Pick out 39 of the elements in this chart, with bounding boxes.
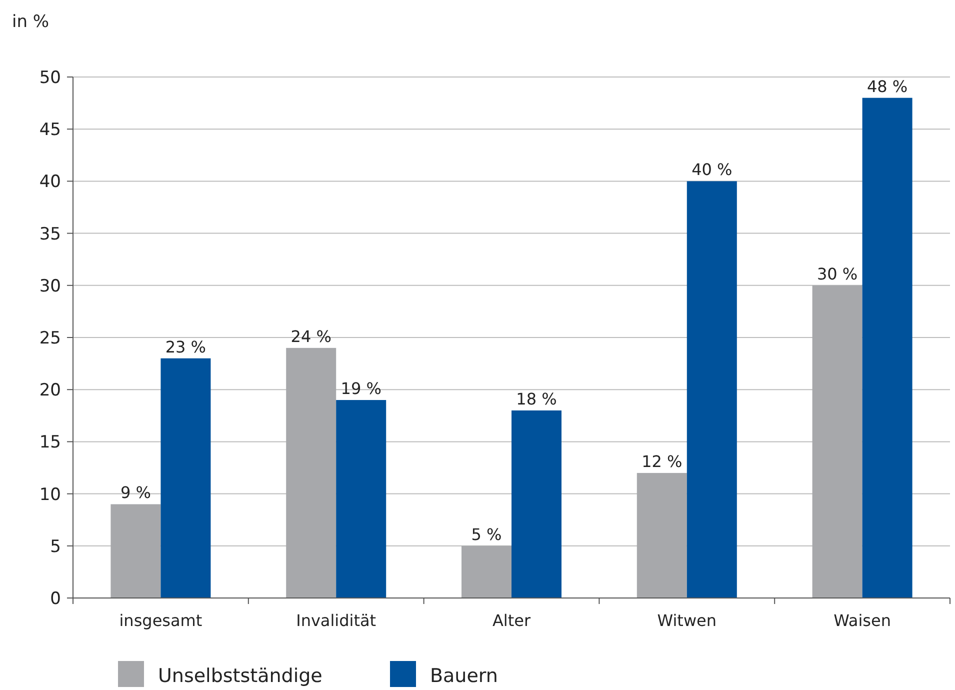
y-tick-label: 10 <box>39 484 61 505</box>
y-tick-label: 35 <box>39 224 61 244</box>
x-tick-label: Alter <box>492 611 531 630</box>
y-tick-label: 50 <box>39 68 61 88</box>
y-tick-label: 0 <box>50 588 61 609</box>
data-label: 9 % <box>120 483 151 502</box>
x-tick-label: Invalidität <box>296 611 376 630</box>
y-tick-label: 5 <box>50 536 61 557</box>
bar <box>812 285 862 598</box>
y-tick-label: 15 <box>39 432 61 453</box>
data-label: 24 % <box>290 326 332 346</box>
legend-label: Bauern <box>430 665 498 687</box>
x-tick-label: insgesamt <box>119 611 202 630</box>
bar <box>286 348 336 598</box>
data-label: 48 % <box>866 76 908 96</box>
bar <box>686 181 737 598</box>
y-axis-title: in % <box>12 12 50 32</box>
data-label: 12 % <box>642 452 682 471</box>
x-tick-label: Waisen <box>834 611 891 630</box>
data-label: 23 % <box>165 337 206 356</box>
y-tick-label: 25 <box>39 328 61 348</box>
bar <box>110 504 161 598</box>
data-label: 5 % <box>471 524 502 544</box>
legend-label: Unselbstständige <box>158 665 322 687</box>
data-label: 30 % <box>816 264 858 284</box>
y-tick-label: 45 <box>39 120 61 140</box>
bar <box>512 410 562 598</box>
bar <box>462 546 512 598</box>
x-tick-label: Witwen <box>657 611 717 630</box>
y-tick-label: 40 <box>39 172 61 192</box>
data-label: 19 % <box>340 379 382 398</box>
y-tick-label: 20 <box>39 380 61 401</box>
data-label: 40 % <box>692 160 732 180</box>
bar <box>862 98 912 598</box>
bar <box>636 472 687 598</box>
bar <box>336 400 386 598</box>
data-label: 18 % <box>516 389 557 408</box>
y-tick-label: 30 <box>39 276 61 296</box>
bar <box>160 358 211 598</box>
